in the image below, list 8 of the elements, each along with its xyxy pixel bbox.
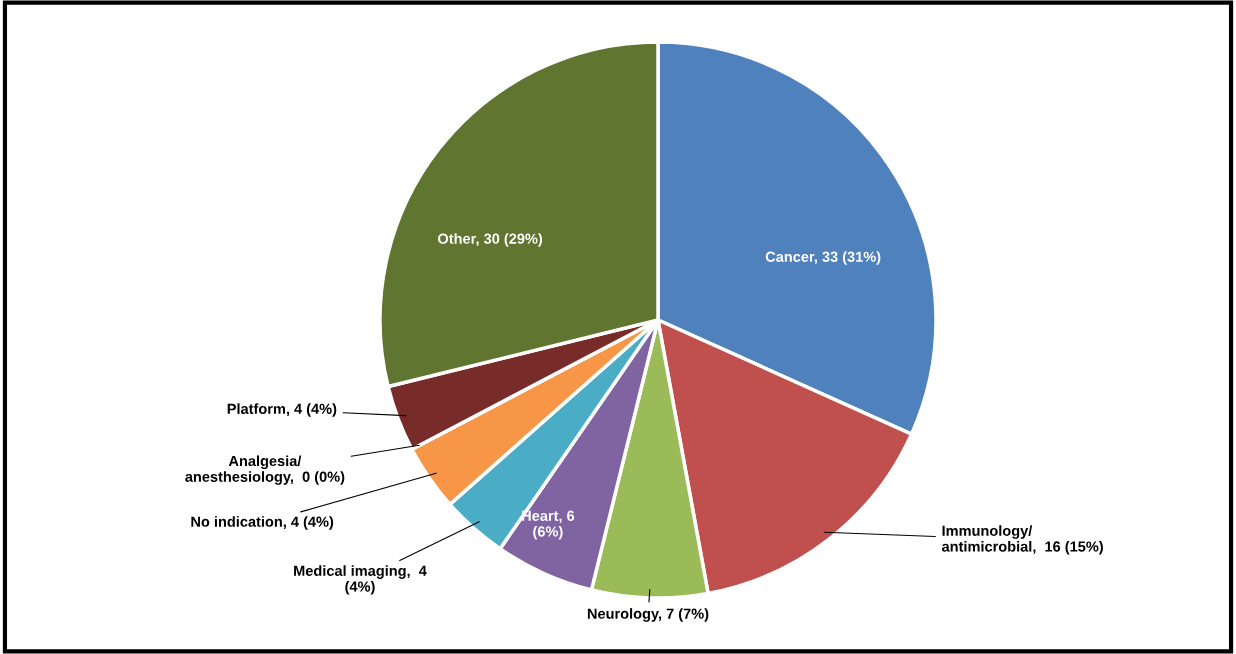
slice-label: No indication, 4 (4%): [191, 516, 334, 530]
slice-label: Immunology/ antimicrobial, 16 (15%): [941, 525, 1103, 555]
slice-label: Cancer, 33 (31%): [765, 251, 881, 265]
slice-label: Other, 30 (29%): [438, 233, 543, 247]
slice-label: Neurology, 7 (7%): [587, 608, 709, 622]
slice-label: Medical imaging, 4 (4%): [294, 565, 427, 595]
category-label: Analgesia/ anesthesiology, 0 (0%): [185, 455, 345, 485]
slice-label: Platform, 4 (4%): [227, 403, 337, 417]
